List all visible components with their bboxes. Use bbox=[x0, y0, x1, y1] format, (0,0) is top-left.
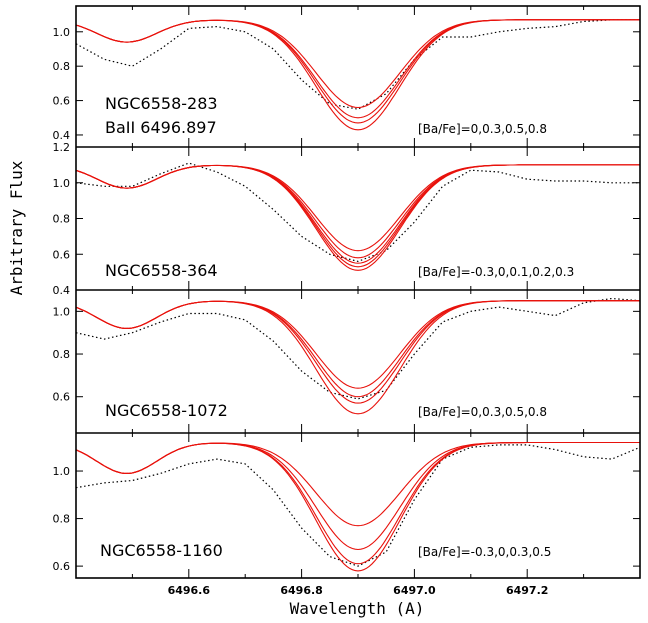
y-tick-label: 1.0 bbox=[53, 305, 71, 318]
panel-1: 0.4 0.6 0.8 1.0 NGC6558-283 BaII 6496.897 [Ba/… bbox=[53, 6, 640, 147]
abundance-label: [Ba/Fe]=-0.3,0,0.1,0.2,0.3 bbox=[418, 265, 574, 279]
y-tick-label: 1.0 bbox=[53, 465, 71, 478]
y-tick-label: 0.6 bbox=[53, 391, 71, 404]
panel-3: 0.6 0.8 1.0 NGC6558-1072 [Ba/Fe]=0,0.3,0.5,0… bbox=[53, 290, 641, 433]
y-axis-label: Arbitrary Flux bbox=[7, 160, 26, 295]
y-tick-label: 1.2 bbox=[53, 141, 71, 154]
panels-group: 0.4 0.6 0.8 1.0 NGC6558-283 BaII 6496.897 [Ba/… bbox=[53, 5, 641, 597]
y-tick-label: 0.8 bbox=[53, 213, 71, 226]
model-spectrum-4 bbox=[75, 441, 640, 572]
y-tick-label: 0.8 bbox=[53, 348, 71, 361]
x-tick-label: 6496.6 bbox=[168, 584, 211, 597]
star-label: NGC6558-283 bbox=[105, 94, 218, 113]
y-tick-label: 0.8 bbox=[53, 513, 71, 526]
y-tick-label: 0.6 bbox=[53, 95, 71, 108]
y-tick-label: 0.8 bbox=[53, 60, 71, 73]
y-tick-label: 1.0 bbox=[53, 26, 71, 39]
plot-frame bbox=[75, 5, 641, 579]
x-tick-label: 6496.8 bbox=[280, 584, 322, 597]
y-tick-label: 0.4 bbox=[53, 129, 71, 142]
observed-spectrum bbox=[75, 162, 640, 263]
panel-2: 0.4 0.6 0.8 1.0 1.2 NGC6558-364 [Ba/Fe]=-0.3,0… bbox=[53, 141, 640, 297]
abundance-label: [Ba/Fe]=-0.3,0,0.3,0.5 bbox=[418, 545, 551, 559]
abundance-label: [Ba/Fe]=0,0.3,0.5,0.8 bbox=[418, 122, 547, 136]
panel-4: 0.6 0.8 1.0 NGC6558-1160 [Ba/Fe]=-0.3,0,0.3,… bbox=[53, 433, 641, 597]
y-tick-label: 0.6 bbox=[53, 248, 71, 261]
star-label: NGC6558-364 bbox=[105, 261, 218, 280]
y-tick-label: 0.4 bbox=[53, 284, 71, 297]
star-label: NGC6558-1160 bbox=[100, 541, 223, 560]
x-axis-label: Wavelength (A) bbox=[290, 599, 425, 618]
y-tick-label: 1.0 bbox=[53, 177, 71, 190]
line-id-label: BaII 6496.897 bbox=[105, 118, 217, 137]
y-tick-label: 0.6 bbox=[53, 560, 71, 573]
model-spectrum-4 bbox=[75, 19, 640, 131]
x-tick-label: 6497.2 bbox=[506, 584, 548, 597]
x-tick-label: 6497.0 bbox=[393, 584, 436, 597]
abundance-label: [Ba/Fe]=0,0.3,0.5,0.8 bbox=[418, 405, 547, 419]
observed-spectrum bbox=[75, 444, 641, 567]
star-label: NGC6558-1072 bbox=[105, 401, 228, 420]
model-spectrum-5 bbox=[75, 164, 640, 271]
model-spectrum-4 bbox=[75, 300, 640, 415]
